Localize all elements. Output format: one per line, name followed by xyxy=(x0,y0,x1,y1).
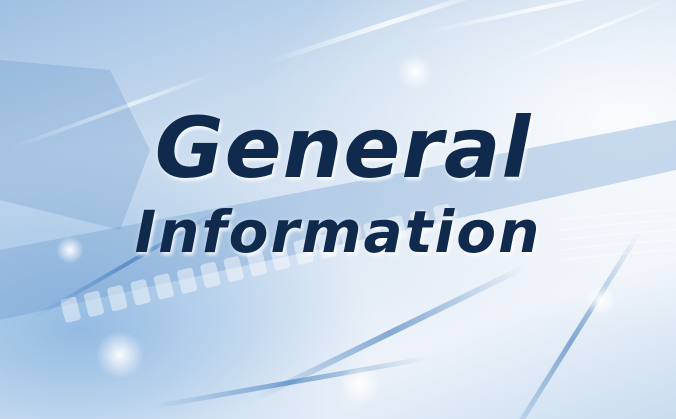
light-streaks xyxy=(5,0,675,152)
diagonal-band xyxy=(0,120,676,320)
angled-shape xyxy=(0,60,150,230)
sparkles xyxy=(56,54,616,405)
title-information: Information xyxy=(134,198,542,266)
title-general: General xyxy=(154,99,532,197)
staff-lines xyxy=(559,209,676,261)
perforated-strip xyxy=(60,203,454,323)
